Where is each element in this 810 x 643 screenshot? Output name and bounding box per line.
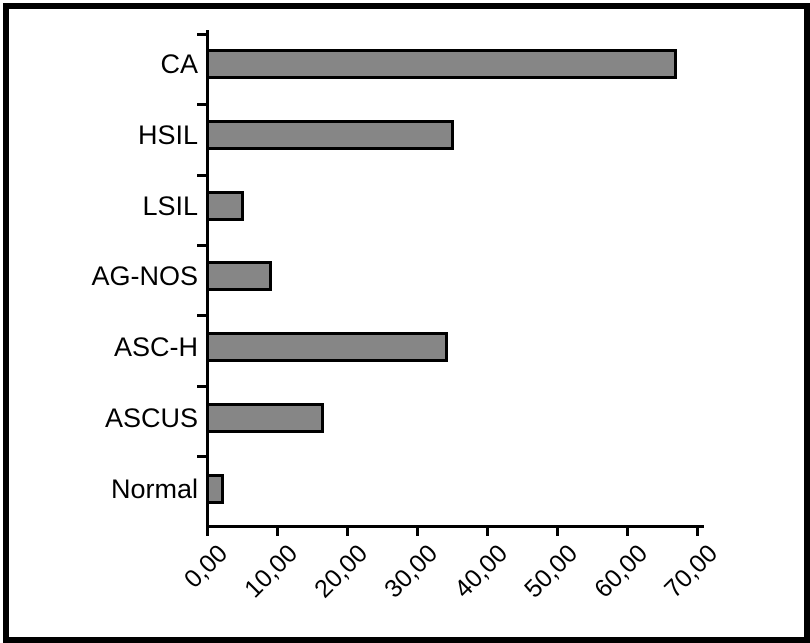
x-axis-tick bbox=[486, 528, 489, 536]
y-axis-tick bbox=[197, 33, 206, 36]
x-axis-tick bbox=[346, 528, 349, 536]
bar-hsil bbox=[206, 120, 454, 150]
x-axis-tick bbox=[206, 528, 209, 536]
y-axis-tick bbox=[197, 174, 206, 177]
bar-normal bbox=[206, 474, 224, 504]
category-label-normal: Normal bbox=[110, 474, 198, 504]
category-label-hsil: HSIL bbox=[137, 120, 198, 150]
x-axis-tick bbox=[416, 528, 419, 536]
y-axis-tick bbox=[197, 103, 206, 106]
bar-lsil bbox=[206, 191, 244, 221]
y-axis-tick bbox=[197, 314, 206, 317]
y-axis-tick bbox=[197, 244, 206, 247]
category-label-ascus: ASCUS bbox=[104, 403, 198, 433]
category-label-asc-h: ASC-H bbox=[113, 332, 198, 362]
category-label-ca: CA bbox=[160, 49, 198, 79]
x-axis-tick bbox=[556, 528, 559, 536]
bar-ascus bbox=[206, 403, 324, 433]
category-label-lsil: LSIL bbox=[142, 191, 198, 221]
x-axis-tick bbox=[626, 528, 629, 536]
y-axis-tick bbox=[197, 385, 206, 388]
category-label-ag-nos: AG-NOS bbox=[91, 261, 198, 291]
x-axis-tick bbox=[696, 528, 699, 536]
x-axis-line bbox=[206, 525, 704, 528]
figure-border bbox=[3, 3, 810, 643]
x-axis-tick bbox=[276, 528, 279, 536]
bar-ag-nos bbox=[206, 261, 272, 291]
bar-ca bbox=[206, 49, 677, 79]
bar-asc-h bbox=[206, 332, 448, 362]
y-axis-tick bbox=[197, 455, 206, 458]
